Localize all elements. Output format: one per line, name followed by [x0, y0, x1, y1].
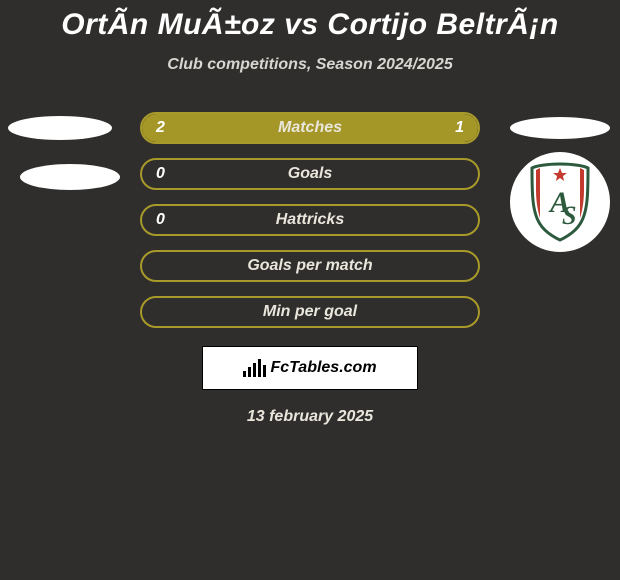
stat-value-left: 0	[156, 211, 165, 229]
fctables-text: FcTables.com	[270, 359, 376, 377]
stat-label: Goals per match	[142, 257, 478, 275]
page-title: OrtÃ­n MuÃ±oz vs Cortijo BeltrÃ¡n	[0, 8, 620, 42]
stat-value-left: 0	[156, 165, 165, 183]
stats-section: A S Matches21Goals0Hattricks0Goals per m…	[0, 112, 620, 328]
comparison-card: OrtÃ­n MuÃ±oz vs Cortijo BeltrÃ¡n Club c…	[0, 0, 620, 580]
stat-value-right: 1	[455, 119, 464, 137]
stat-label: Goals	[142, 165, 478, 183]
bar-chart-icon	[243, 359, 266, 377]
shield-icon: A S	[526, 162, 594, 242]
stat-value-left: 2	[156, 119, 165, 137]
stat-label: Min per goal	[142, 303, 478, 321]
player-right-club-crest: A S	[510, 152, 610, 252]
stat-bar: Hattricks0	[140, 204, 480, 236]
stat-label: Matches	[142, 119, 478, 137]
subtitle: Club competitions, Season 2024/2025	[0, 56, 620, 74]
stat-row: Goals per match	[0, 250, 620, 282]
svg-text:S: S	[562, 201, 576, 230]
stat-bar: Goals0	[140, 158, 480, 190]
stat-bar: Matches2 1	[140, 112, 480, 144]
stat-label: Hattricks	[142, 211, 478, 229]
player-right-badge-1	[510, 117, 610, 139]
player-left-badge-1	[8, 116, 112, 140]
fctables-watermark: FcTables.com	[202, 346, 418, 390]
stat-bar: Goals per match	[140, 250, 480, 282]
stat-bar: Min per goal	[140, 296, 480, 328]
player-left-badge-2	[20, 164, 120, 190]
date-label: 13 february 2025	[0, 408, 620, 426]
stat-row: Min per goal	[0, 296, 620, 328]
